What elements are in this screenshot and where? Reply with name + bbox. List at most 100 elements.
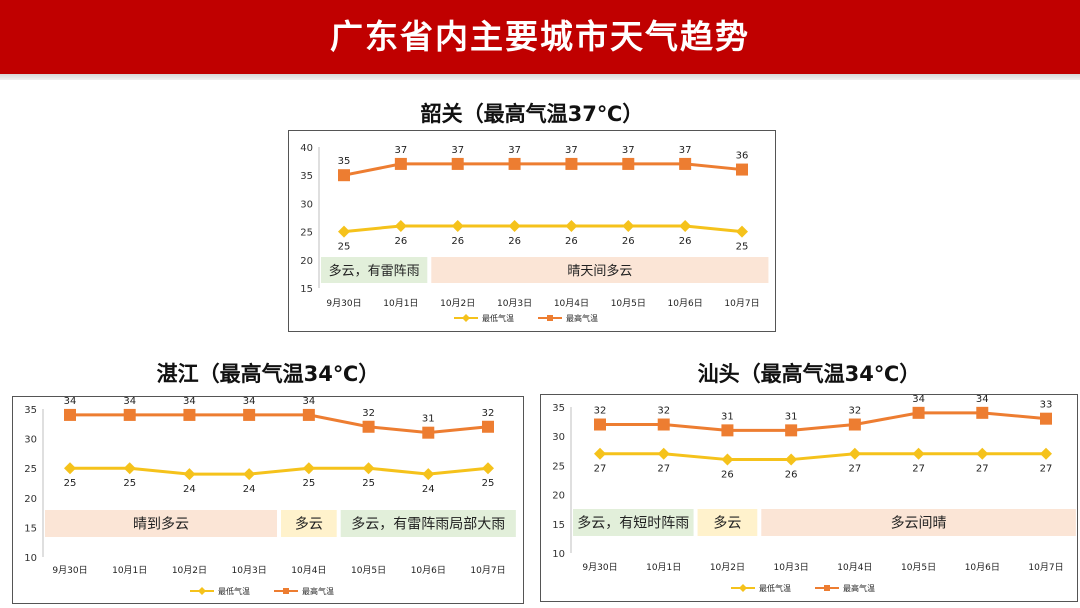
high-point: [64, 408, 76, 421]
low-data-label: 26: [785, 470, 798, 481]
legend-low-marker: [198, 587, 206, 595]
weather-label: 晴到多云: [133, 516, 189, 533]
low-point: [976, 447, 989, 460]
high-point: [622, 157, 635, 170]
high-point: [721, 424, 734, 437]
high-point: [679, 157, 692, 170]
header-divider: [0, 74, 1080, 80]
low-data-label: 26: [394, 236, 407, 247]
x-tick-label: 10月5日: [351, 565, 386, 576]
low-point: [422, 468, 435, 481]
high-point: [912, 406, 925, 419]
y-tick-label: 20: [552, 491, 565, 502]
low-data-label: 25: [123, 478, 136, 489]
x-tick-label: 9月30日: [326, 298, 361, 309]
legend-low-label: 最低气温: [482, 313, 514, 323]
y-tick-label: 35: [24, 405, 37, 416]
weather-label: 晴天间多云: [567, 263, 632, 279]
x-tick-label: 10月3日: [774, 562, 809, 573]
y-tick-label: 30: [300, 199, 313, 210]
high-data-label: 32: [848, 406, 861, 417]
y-tick-label: 15: [24, 523, 37, 534]
legend-high-marker: [547, 315, 553, 321]
chart-title-shantou: 汕头（最高气温34℃）: [697, 362, 921, 386]
x-tick-label: 10月2日: [710, 562, 745, 573]
low-data-label: 25: [302, 478, 315, 489]
low-point: [183, 468, 196, 481]
series-line-low: [343, 224, 743, 234]
low-point: [785, 453, 798, 466]
high-point: [508, 157, 521, 170]
y-tick-label: 10: [552, 549, 565, 560]
x-tick-label: 10月4日: [554, 298, 589, 309]
chart-zhanjiang: 10 15 20 25 30 35 晴到多云 多云 多云，有雷阵雨局部大雨 34 34 34 34 34 3…: [12, 396, 524, 604]
legend-high-label: 最高气温: [302, 586, 334, 596]
x-tick-label: 10月4日: [291, 565, 326, 576]
legend-high-label: 最高气温: [566, 313, 598, 323]
low-point: [394, 219, 407, 232]
low-data-label: 26: [451, 236, 464, 247]
y-tick-label: 30: [552, 432, 565, 443]
high-data-label: 34: [243, 397, 256, 407]
high-point: [785, 424, 798, 437]
low-data-label: 24: [183, 484, 196, 495]
low-point: [565, 219, 578, 232]
low-point: [736, 225, 748, 238]
legend-low-marker: [462, 314, 470, 322]
high-point: [362, 420, 375, 433]
low-data-label: 26: [565, 236, 578, 247]
low-data-label: 27: [912, 464, 925, 475]
x-tick-label: 10月3日: [232, 565, 267, 576]
chart-shaoguan: 15 20 25 30 35 40 多云，有雷阵雨 晴天间多云 35 37 37 37 37 37 37 36…: [288, 130, 776, 332]
low-point: [508, 219, 521, 232]
x-tick-label: 9月30日: [582, 562, 617, 573]
legend-low-label: 最低气温: [218, 586, 250, 596]
x-tick-label: 10月2日: [440, 298, 475, 309]
high-data-label: 31: [422, 414, 435, 425]
low-point: [302, 462, 315, 475]
x-tick-label: 10月2日: [172, 565, 207, 576]
low-point: [64, 462, 76, 475]
low-point: [848, 447, 861, 460]
high-data-label: 36: [736, 151, 749, 162]
x-tick-label: 10月1日: [383, 298, 418, 309]
high-data-label: 37: [622, 145, 635, 156]
y-tick-label: 35: [552, 403, 565, 414]
high-data-label: 34: [64, 397, 77, 407]
chart-shaoguan-svg: 15 20 25 30 35 40 多云，有雷阵雨 晴天间多云 35 37 37 37 37 37 37 36…: [300, 143, 769, 323]
y-tick-label: 20: [300, 256, 313, 267]
series-line-high: [70, 413, 489, 435]
low-data-label: 25: [482, 478, 495, 489]
high-point: [565, 157, 578, 170]
legend-high-marker: [824, 585, 830, 591]
legend-high-marker: [283, 588, 289, 594]
series-line-low: [70, 466, 489, 476]
low-data-label: 25: [362, 478, 375, 489]
low-point: [622, 219, 635, 232]
high-point: [243, 408, 256, 421]
low-data-label: 25: [736, 242, 749, 253]
weather-band: [573, 509, 694, 536]
high-data-label: 35: [338, 156, 351, 167]
chart-shantou-svg: 10 15 20 25 30 35 多云，有短时阵雨 多云 多云间晴 32 32 31 31 32 34 34…: [552, 394, 1076, 593]
weather-band: [697, 509, 758, 536]
weather-band: [321, 257, 428, 283]
chart-title-zhanjiang: 湛江（最高气温34℃）: [156, 362, 380, 386]
high-point: [657, 418, 670, 431]
chart-shantou: 10 15 20 25 30 35 多云，有短时阵雨 多云 多云间晴 32 32 31 31 32 34 34…: [540, 394, 1078, 602]
high-data-label: 37: [394, 145, 407, 156]
high-data-label: 31: [721, 411, 734, 422]
high-data-label: 34: [976, 395, 989, 405]
weather-label: 多云: [713, 515, 741, 532]
x-tick-label: 10月6日: [965, 562, 1000, 573]
high-point: [183, 408, 196, 421]
weather-label: 多云间晴: [891, 515, 947, 532]
legend-high-label: 最高气温: [843, 583, 875, 593]
y-tick-label: 40: [300, 143, 313, 154]
page-title: 广东省内主要城市天气趋势: [330, 17, 750, 56]
high-data-label: 32: [657, 406, 670, 417]
low-point: [721, 453, 734, 466]
legend-low-marker: [739, 584, 747, 592]
low-point: [657, 447, 670, 460]
x-tick-label: 10月1日: [112, 565, 147, 576]
